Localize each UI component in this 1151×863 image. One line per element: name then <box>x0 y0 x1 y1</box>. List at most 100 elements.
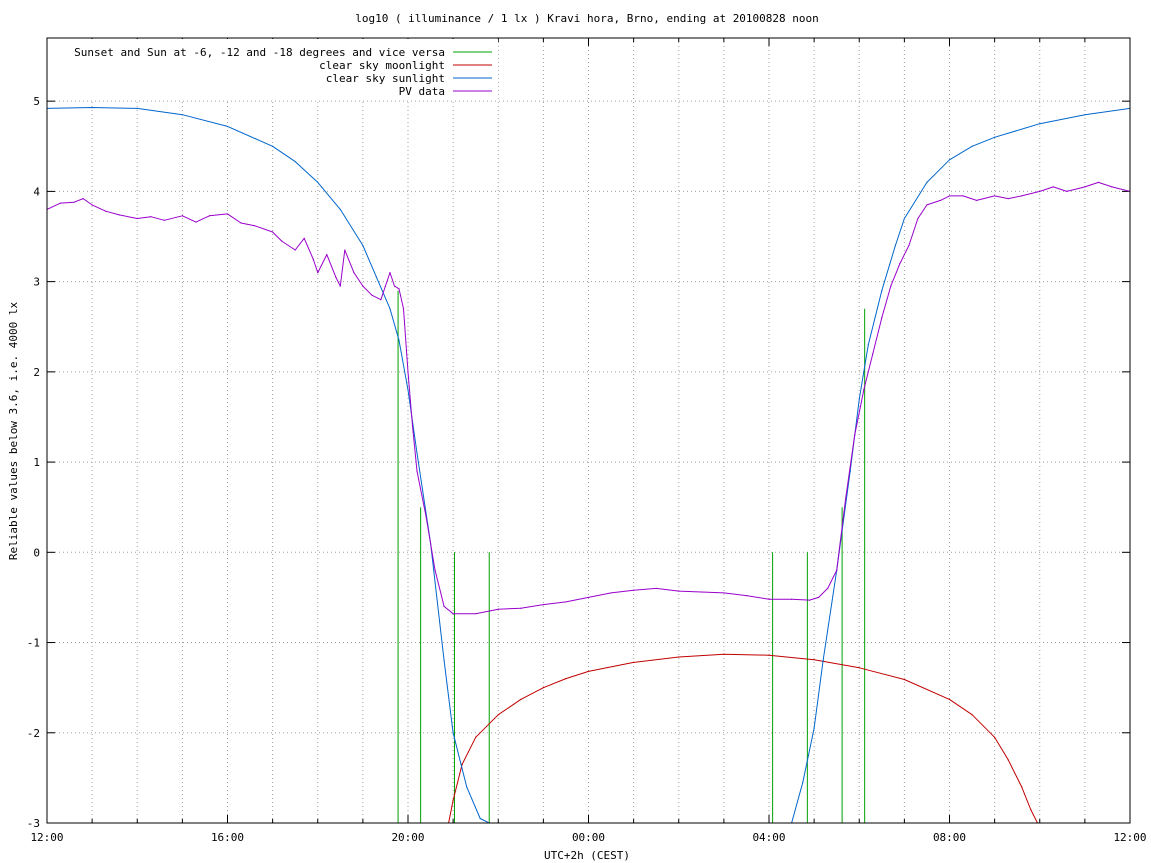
data-point <box>809 599 811 601</box>
data-point <box>994 136 996 138</box>
data-point <box>466 786 468 788</box>
x-tick-label: 12:00 <box>30 831 63 844</box>
data-point <box>452 613 454 615</box>
y-tick-label: 4 <box>33 185 40 198</box>
data-point <box>402 308 405 310</box>
data-point <box>899 262 901 265</box>
data-point <box>398 339 400 341</box>
data-point <box>326 253 328 256</box>
data-point <box>339 285 341 287</box>
data-point <box>678 590 680 592</box>
data-point <box>118 214 120 216</box>
data-point <box>858 667 860 669</box>
data-point <box>917 217 919 220</box>
data-point <box>407 389 409 391</box>
data-point <box>136 217 138 220</box>
data-point <box>384 285 387 287</box>
data-point <box>389 308 391 310</box>
data-point <box>416 452 418 454</box>
chart-title: log10 ( illuminance / 1 lx ) Kravi hora,… <box>355 12 819 25</box>
data-point <box>1039 190 1041 192</box>
data-point <box>389 271 391 274</box>
data-point <box>881 290 883 292</box>
data-point <box>994 736 996 738</box>
x-tick-label: 08:00 <box>933 831 966 844</box>
data-point <box>317 181 319 183</box>
data-point <box>827 587 829 590</box>
data-point <box>335 276 337 278</box>
data-point <box>1007 198 1009 200</box>
data-point <box>380 299 382 301</box>
data-point <box>136 107 138 109</box>
data-point <box>908 244 910 247</box>
legend-label: Sunset and Sun at -6, -12 and -18 degree… <box>74 46 445 59</box>
data-point <box>240 222 242 224</box>
data-point <box>854 434 856 436</box>
data-point <box>91 204 93 206</box>
data-point <box>813 727 815 729</box>
data-point <box>881 317 883 319</box>
series-3 <box>47 181 1130 615</box>
data-point <box>339 208 341 211</box>
data-point <box>926 181 928 183</box>
data-point <box>971 714 973 716</box>
data-point <box>497 714 499 716</box>
data-point <box>1111 186 1113 188</box>
data-point <box>1084 186 1086 188</box>
data-point <box>195 221 197 223</box>
data-point <box>452 799 454 802</box>
data-point <box>948 159 951 161</box>
data-point <box>1021 195 1023 197</box>
data-point <box>226 125 229 128</box>
data-point <box>461 763 463 765</box>
legend-label: clear sky sunlight <box>326 72 445 85</box>
data-point <box>903 678 905 681</box>
data-point <box>181 215 183 217</box>
data-point <box>475 613 477 615</box>
data-point <box>497 608 499 610</box>
data-point <box>700 591 702 593</box>
data-point <box>818 596 820 599</box>
data-point <box>903 217 905 220</box>
data-point <box>208 215 211 217</box>
data-point <box>587 596 590 599</box>
series-0 <box>397 290 866 823</box>
data-point <box>272 145 274 147</box>
data-point <box>443 659 445 662</box>
data-point <box>150 216 152 218</box>
y-tick-label: 5 <box>33 95 40 108</box>
y-tick-label: 3 <box>33 276 40 289</box>
data-point <box>434 569 436 571</box>
data-point <box>678 656 680 658</box>
data-point <box>371 294 373 296</box>
data-point <box>479 817 481 820</box>
y-tick-label: -2 <box>27 727 40 740</box>
data-point <box>633 589 635 591</box>
x-tick-label: 20:00 <box>391 831 424 844</box>
data-point <box>1052 186 1054 188</box>
data-point <box>226 213 229 215</box>
legend-label: clear sky moonlight <box>319 59 445 72</box>
data-point <box>790 598 793 600</box>
data-point <box>452 732 454 734</box>
data-point <box>723 592 725 594</box>
data-point <box>890 285 892 287</box>
y-tick-label: 0 <box>33 546 40 559</box>
data-point <box>542 604 544 606</box>
data-point <box>520 607 522 609</box>
data-point <box>872 353 874 355</box>
data-point <box>475 736 477 738</box>
data-point <box>163 219 165 221</box>
data-point <box>894 244 896 247</box>
plot-frame <box>46 37 1131 824</box>
data-point <box>1030 808 1032 811</box>
data-point <box>948 195 951 197</box>
data-point <box>105 210 107 212</box>
data-point <box>867 344 869 346</box>
y-tick-label: -1 <box>27 637 40 650</box>
axis-ticks: 12:00 16:00 20:00 00:00 04:00 08:00 12:00-3-2-… <box>27 38 1147 844</box>
y-tick-label: 1 <box>33 456 40 469</box>
data-point <box>975 199 978 202</box>
data-point <box>994 195 996 197</box>
data-point <box>610 592 612 594</box>
